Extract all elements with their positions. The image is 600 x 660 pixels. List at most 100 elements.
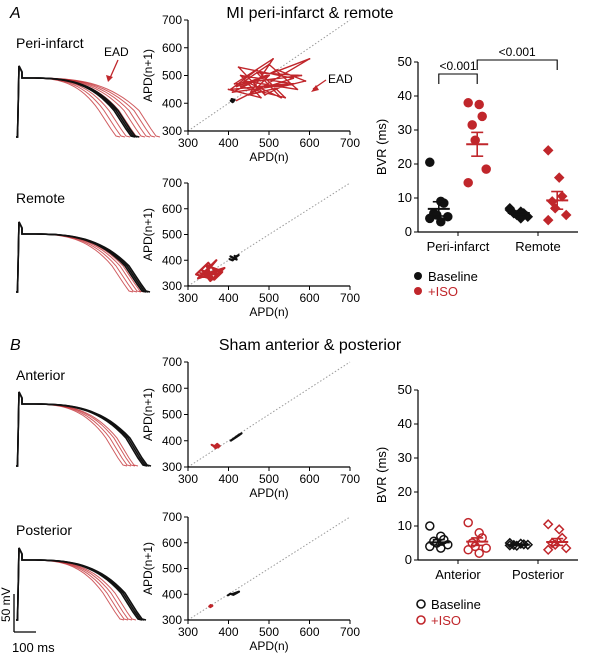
data-point [276, 69, 278, 71]
data-point [239, 74, 242, 77]
y-axis-label: BVR (ms) [374, 447, 389, 503]
data-point [553, 172, 565, 183]
data-point [235, 258, 238, 261]
charts: 300 400 500 600 700300400500600700APD(n)APD(… [141, 13, 578, 653]
y-tick-label: 30 [398, 122, 412, 137]
x-tick-label: Peri-infarct [427, 239, 490, 254]
y-tick-label: 600 [162, 41, 182, 55]
y-tick-label: 10 [398, 190, 412, 205]
y-tick-label: 600 [162, 536, 182, 550]
data-point [439, 198, 449, 208]
data-point [247, 94, 250, 96]
x-tick-label: 300 [178, 472, 198, 486]
legend-sham-baseline-marker [416, 599, 426, 609]
data-point [542, 544, 554, 556]
data-point [233, 254, 236, 257]
data-point [481, 543, 491, 553]
data-point [221, 270, 224, 273]
y-tick-label: 700 [162, 176, 182, 190]
data-point [235, 85, 238, 88]
data-point [264, 94, 266, 96]
data-point [463, 545, 473, 555]
trace-baseline [16, 391, 152, 467]
x-tick-label: 400 [218, 625, 238, 639]
x-axis-label: APD(n) [249, 305, 288, 319]
y-tick-label: 400 [162, 253, 182, 267]
legend-sham-baseline: Baseline [431, 597, 481, 612]
identity-line [187, 182, 351, 287]
data-point [260, 96, 262, 99]
data-point [230, 98, 233, 100]
data-point [210, 604, 213, 607]
trace-iso [16, 65, 151, 138]
data-point [304, 80, 307, 82]
data-point [425, 213, 435, 224]
y-tick-label: 300 [162, 124, 182, 138]
data-point [199, 272, 202, 275]
data-point [218, 445, 221, 447]
data-point [436, 543, 446, 553]
legend-sham-iso-marker [416, 615, 426, 625]
data-point [213, 278, 216, 281]
data-point [231, 259, 234, 262]
data-point [209, 279, 212, 282]
trace-iso [16, 547, 137, 621]
y-tick-label: 400 [162, 96, 182, 110]
data-point [217, 446, 220, 449]
significance-bracket [438, 73, 478, 84]
y-tick-label: 0 [405, 224, 412, 239]
data-point [292, 82, 295, 85]
peri-infarct-poincare: 300 400 500 600 700 300 400 500 600 700 APD(n) APD(… [141, 13, 360, 164]
panel-a-title: MI peri-infarct & remote [226, 5, 393, 22]
trace-label-peri-infarct: Peri-infarct [16, 35, 84, 51]
y-tick-label: 30 [398, 450, 412, 465]
trace-iso [16, 221, 145, 293]
x-tick-label: 600 [299, 136, 319, 150]
data-point [197, 277, 200, 280]
data-point [436, 217, 446, 227]
trace-remote [16, 221, 151, 293]
data-point [474, 528, 484, 538]
ead-trace-arrowhead [106, 75, 113, 82]
trace-baseline [16, 221, 151, 293]
data-point [425, 157, 435, 168]
y-tick-label: 500 [162, 562, 182, 576]
data-point [215, 259, 218, 262]
x-tick-label: 600 [299, 472, 319, 486]
anterior-poincare: 300 400 500 600 700 300 400 500 600 700 APD(n) APD(… [141, 355, 360, 500]
trace-baseline [16, 65, 136, 138]
data-point [542, 214, 554, 226]
x-tick-label: 400 [218, 136, 238, 150]
y-tick-label: 10 [398, 518, 412, 533]
data-point [251, 91, 254, 94]
x-axis-label: APD(n) [249, 150, 288, 164]
x-tick-label: 700 [340, 625, 360, 639]
y-tick-label: 600 [162, 202, 182, 216]
action-potential-traces [16, 59, 161, 621]
data-point [560, 542, 572, 554]
trace-iso [16, 65, 141, 138]
x-tick-label: 600 [299, 291, 319, 305]
y-axis-label: APD(n+1) [141, 388, 155, 441]
trace-iso [16, 65, 136, 138]
data-point [229, 88, 232, 91]
scale-bar-voltage-label: 50 mV [0, 587, 13, 622]
data-point [209, 606, 212, 609]
data-point [239, 85, 242, 88]
data-point [240, 432, 243, 435]
y-axis-label: APD(n+1) [141, 542, 155, 595]
y-tick-label: 40 [398, 416, 412, 431]
data-point [215, 443, 218, 446]
x-tick-label: 600 [299, 625, 319, 639]
trace-label-remote: Remote [16, 190, 65, 206]
trace-iso [16, 547, 125, 621]
x-axis-label: APD(n) [249, 486, 288, 500]
trace-iso [16, 391, 132, 467]
data-point [205, 264, 208, 267]
y-tick-label: 300 [162, 460, 182, 474]
data-point [425, 521, 435, 531]
legend-mi-iso: +ISO [428, 284, 458, 299]
legend-mi-baseline-marker [414, 272, 422, 280]
x-tick-label: 300 [178, 625, 198, 639]
y-tick-label: 500 [162, 408, 182, 422]
